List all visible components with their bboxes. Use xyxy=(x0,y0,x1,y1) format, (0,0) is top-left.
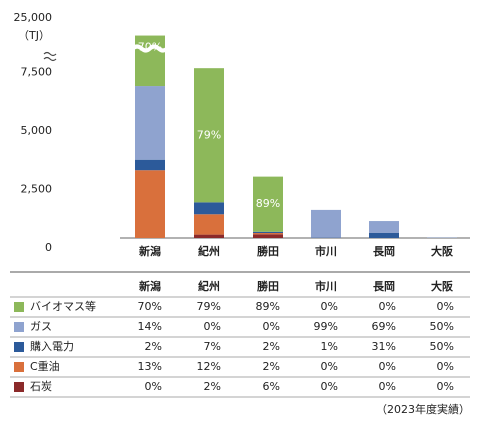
table-cell: 0% xyxy=(321,380,338,393)
bar-segment xyxy=(135,35,165,87)
table-cell: 0% xyxy=(263,320,280,333)
table-cell: 0% xyxy=(437,300,454,313)
table-cell: 0% xyxy=(437,380,454,393)
bar-segment xyxy=(194,234,224,238)
table-cell: 14% xyxy=(138,320,162,333)
bar-segment xyxy=(253,231,283,234)
bar-segment xyxy=(253,234,283,238)
table-header: 長岡 xyxy=(373,280,395,293)
table-cell: 0% xyxy=(204,320,221,333)
bar-segment xyxy=(135,86,165,160)
x-tick-label: 大阪 xyxy=(431,244,454,258)
table-cell: 13% xyxy=(138,360,162,373)
table-cell: 2% xyxy=(263,340,280,353)
table-header: 大阪 xyxy=(431,279,454,293)
table-cell: 50% xyxy=(430,340,454,353)
unit-label: （TJ） xyxy=(18,29,50,42)
bar-segment xyxy=(194,68,224,203)
table-cell: 70% xyxy=(138,300,162,313)
row-label: C重油 xyxy=(30,359,60,373)
row-label: ガス xyxy=(30,320,52,333)
bar-segment xyxy=(311,209,341,238)
table-header: 紀州 xyxy=(198,279,220,293)
table-header: 勝田 xyxy=(257,279,279,293)
axis-break xyxy=(43,51,57,62)
note: （2023年度実績） xyxy=(376,402,470,416)
x-tick-label: 市川 xyxy=(315,244,337,258)
y-tick-label: 0 xyxy=(45,241,52,254)
table-cell: 0% xyxy=(379,300,396,313)
table-cell: 0% xyxy=(437,360,454,373)
bar-break xyxy=(131,44,169,53)
row-label: 石炭 xyxy=(30,380,52,393)
table-cell: 50% xyxy=(430,320,454,333)
y-tick-label: 2,500 xyxy=(21,183,53,196)
table-cell: 2% xyxy=(263,360,280,373)
table-cell: 69% xyxy=(372,320,396,333)
legend-swatch xyxy=(14,342,24,352)
table-cell: 31% xyxy=(372,340,396,353)
bar-segment xyxy=(194,202,224,215)
table-cell: 0% xyxy=(379,360,396,373)
table-cell: 0% xyxy=(321,360,338,373)
table-cell: 1% xyxy=(321,340,338,353)
bar-segment xyxy=(369,221,399,233)
bar-segment xyxy=(194,214,224,235)
y-tick-label: 7,500 xyxy=(21,66,53,79)
legend-swatch xyxy=(14,322,24,332)
x-tick-label: 紀州 xyxy=(198,244,220,258)
table-cell: 79% xyxy=(197,300,221,313)
bar-segment xyxy=(135,170,165,238)
table-header: 新潟 xyxy=(139,279,161,293)
legend-swatch xyxy=(14,362,24,372)
table-cell: 7% xyxy=(204,340,221,353)
legend-swatch xyxy=(14,382,24,392)
table-cell: 0% xyxy=(145,380,162,393)
table-cell: 2% xyxy=(145,340,162,353)
table-cell: 6% xyxy=(263,380,280,393)
table-cell: 2% xyxy=(204,380,221,393)
y-tick-label: 5,000 xyxy=(21,124,53,137)
table-cell: 0% xyxy=(379,380,396,393)
y-tick-label: 25,000 xyxy=(14,11,53,24)
bar-share-label: 79% xyxy=(197,128,221,141)
legend-swatch xyxy=(14,302,24,312)
row-label: バイオマス等 xyxy=(30,299,96,313)
x-tick-label: 新潟 xyxy=(139,244,161,258)
bar-segment xyxy=(253,233,283,235)
bar-share-label: 89% xyxy=(256,197,280,210)
table-cell: 0% xyxy=(321,300,338,313)
bar-segment xyxy=(253,176,283,232)
bar-share-label: 70% xyxy=(138,41,162,54)
table-cell: 12% xyxy=(197,360,221,373)
bar-segment xyxy=(135,159,165,171)
table-cell: 89% xyxy=(256,300,280,313)
table-header: 市川 xyxy=(315,279,337,293)
bar-segment xyxy=(369,232,399,238)
table-cell: 99% xyxy=(314,320,338,333)
x-tick-label: 勝田 xyxy=(257,244,279,258)
row-label: 購入電力 xyxy=(30,339,74,353)
x-tick-label: 長岡 xyxy=(373,245,395,258)
